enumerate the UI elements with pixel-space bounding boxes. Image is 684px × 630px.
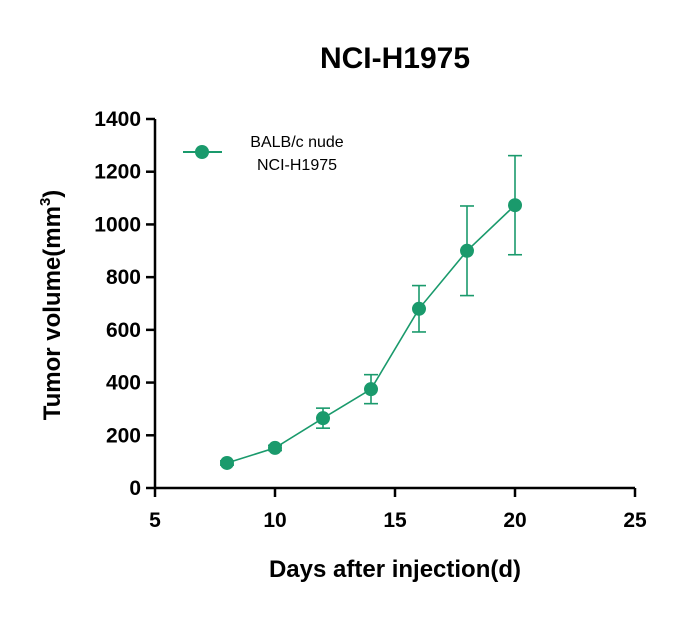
legend-label-line1: BALB/c nude — [250, 134, 344, 151]
data-point — [364, 382, 378, 397]
x-tick-label: 25 — [623, 509, 647, 532]
x-tick-label: 15 — [383, 509, 407, 532]
data-point — [508, 198, 522, 213]
y-axis-label-end: ) — [39, 190, 66, 198]
x-axis-label: Days after injection(d) — [269, 556, 521, 583]
y-axis-label-main: Tumor volume(mm — [39, 206, 66, 420]
x-tick-label: 10 — [263, 509, 286, 532]
series-line — [226, 204, 516, 464]
axes: 0 200 400 600 800 1000 1200 1400 5 10 15 20 25 — [94, 108, 647, 532]
legend-label-line2: NCI-H1975 — [257, 157, 337, 174]
data-point — [220, 455, 234, 470]
y-axis-label: Tumor volume(mm3) — [37, 190, 66, 421]
y-tick-label: 600 — [106, 319, 141, 342]
data-point — [316, 411, 330, 426]
data-point — [460, 243, 474, 258]
y-axis-label-superscript: 3 — [37, 198, 54, 206]
chart-title: NCI-H1975 — [320, 42, 470, 75]
x-tick-label: 5 — [149, 509, 161, 532]
y-tick-label: 800 — [106, 266, 141, 289]
data-point — [268, 440, 282, 455]
x-tick-label: 20 — [503, 509, 526, 532]
y-tick-label: 0 — [129, 477, 141, 500]
y-tick-label: 1000 — [94, 213, 141, 236]
data-point — [412, 301, 426, 316]
y-tick-label: 1200 — [94, 161, 141, 184]
series-group — [220, 154, 522, 470]
legend-marker — [195, 145, 209, 159]
y-tick-label: 1400 — [94, 108, 141, 131]
y-tick-label: 200 — [106, 424, 141, 447]
legend: BALB/c nude NCI-H1975 — [183, 134, 344, 174]
y-tick-label: 400 — [106, 372, 141, 395]
svg-text:Tumor volume(mm3): Tumor volume(mm3) — [37, 190, 66, 421]
